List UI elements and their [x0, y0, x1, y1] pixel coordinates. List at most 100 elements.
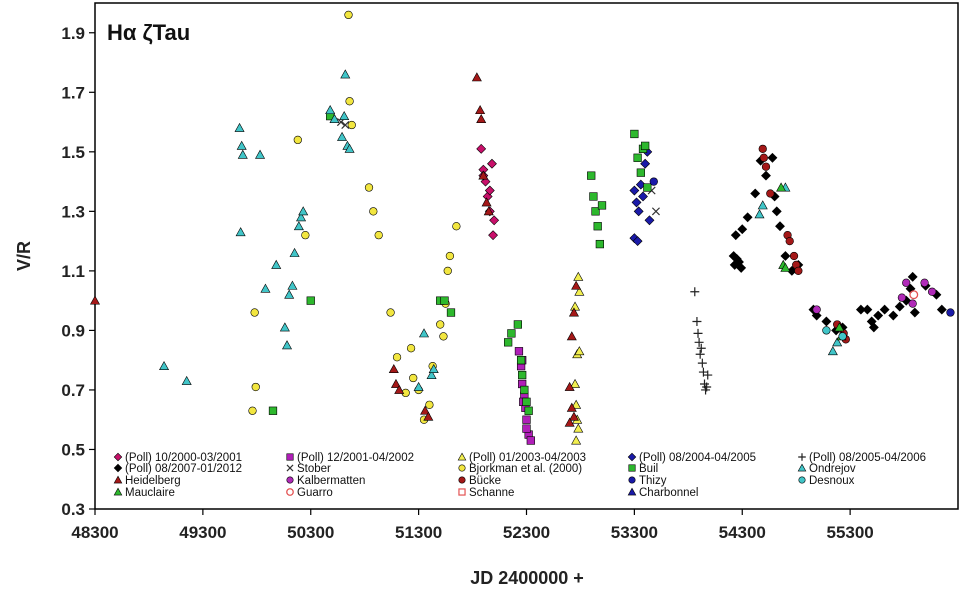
data-point — [888, 310, 899, 321]
data-point — [589, 192, 598, 201]
x-tick-label: 51300 — [395, 523, 442, 542]
x-tick-label: 48300 — [71, 523, 118, 542]
data-point — [644, 215, 655, 226]
data-point — [235, 227, 246, 237]
legend-marker — [627, 452, 637, 462]
data-point — [518, 370, 527, 380]
y-axis-title: V/R — [14, 241, 34, 271]
data-point — [507, 329, 516, 338]
legend-marker — [798, 453, 806, 461]
data-point — [293, 221, 304, 231]
data-point — [483, 206, 494, 216]
x-tick-label: 50300 — [287, 523, 334, 542]
data-point — [413, 381, 424, 391]
data-point — [908, 299, 917, 308]
data-point — [250, 308, 259, 317]
data-point — [758, 144, 767, 153]
data-point — [894, 301, 905, 312]
data-point — [306, 296, 315, 305]
data-point — [236, 140, 247, 150]
legend-entry: Kalbermatten — [297, 475, 365, 487]
data-point — [504, 338, 513, 347]
data-point — [476, 143, 487, 154]
data-point — [571, 280, 582, 290]
data-point — [159, 361, 170, 371]
data-point — [426, 369, 437, 379]
data-point — [271, 259, 282, 269]
data-point — [425, 400, 434, 409]
data-point — [340, 69, 351, 79]
data-point — [597, 201, 607, 210]
data-point — [574, 286, 585, 296]
data-point — [794, 266, 803, 276]
data-point — [471, 72, 482, 82]
legend-entry: Ondrejov — [809, 463, 856, 475]
legend-entry: (Poll) 08/2004-04/2005 — [639, 452, 756, 464]
data-point — [573, 271, 584, 281]
legend-entry: Desnoux — [809, 475, 855, 487]
data-point — [452, 222, 461, 231]
data-point — [293, 135, 302, 145]
data-point — [902, 278, 911, 287]
data-point — [487, 158, 497, 169]
data-point — [364, 183, 374, 192]
data-point — [936, 304, 947, 315]
legend-marker — [458, 488, 466, 496]
data-point — [284, 289, 295, 299]
legend-marker — [286, 476, 294, 484]
data-point — [440, 296, 449, 305]
legend-marker — [457, 452, 467, 461]
data-point — [571, 399, 582, 409]
data-point — [697, 358, 707, 368]
data-point — [513, 320, 522, 329]
data-point — [423, 411, 434, 421]
data-point — [522, 424, 531, 433]
legend-marker — [286, 453, 294, 461]
data-point — [522, 397, 531, 406]
data-point — [237, 149, 248, 159]
data-point — [282, 340, 293, 350]
legend-entry: Stober — [297, 463, 331, 475]
x-tick-label: 49300 — [179, 523, 226, 542]
data-point — [522, 415, 531, 424]
data-point — [651, 207, 660, 216]
data-point — [428, 363, 439, 374]
data-point — [927, 287, 937, 296]
legend-marker — [798, 476, 806, 484]
data-point — [640, 158, 651, 169]
data-point — [754, 209, 765, 219]
data-point — [855, 304, 866, 315]
data-point — [568, 307, 579, 317]
legend-entry: Guarro — [297, 487, 333, 499]
data-point — [771, 206, 782, 217]
data-point — [374, 231, 383, 240]
data-point — [325, 105, 336, 115]
data-point — [566, 402, 577, 412]
data-point — [694, 337, 704, 347]
data-point — [571, 435, 582, 445]
data-point — [693, 328, 703, 338]
data-point — [780, 262, 791, 272]
legend-marker — [113, 487, 123, 496]
legend-marker — [286, 464, 294, 472]
data-point — [635, 179, 646, 190]
y-tick-label: 0.7 — [61, 381, 85, 400]
legend-marker — [628, 476, 636, 484]
data-point — [909, 307, 920, 318]
x-tick-label: 53300 — [611, 523, 658, 542]
data-point — [641, 141, 650, 150]
data-point — [419, 328, 430, 338]
data-point — [279, 322, 290, 332]
data-point — [643, 183, 652, 192]
legend-entry: (Poll) 08/2005-04/2006 — [809, 452, 926, 464]
data-point — [909, 290, 919, 300]
data-point — [568, 411, 579, 421]
data-point — [879, 304, 890, 315]
data-point — [761, 170, 771, 181]
data-point — [344, 143, 355, 153]
data-point — [638, 191, 648, 202]
data-point — [736, 262, 747, 273]
data-point — [690, 287, 700, 297]
legend-marker — [628, 464, 636, 472]
